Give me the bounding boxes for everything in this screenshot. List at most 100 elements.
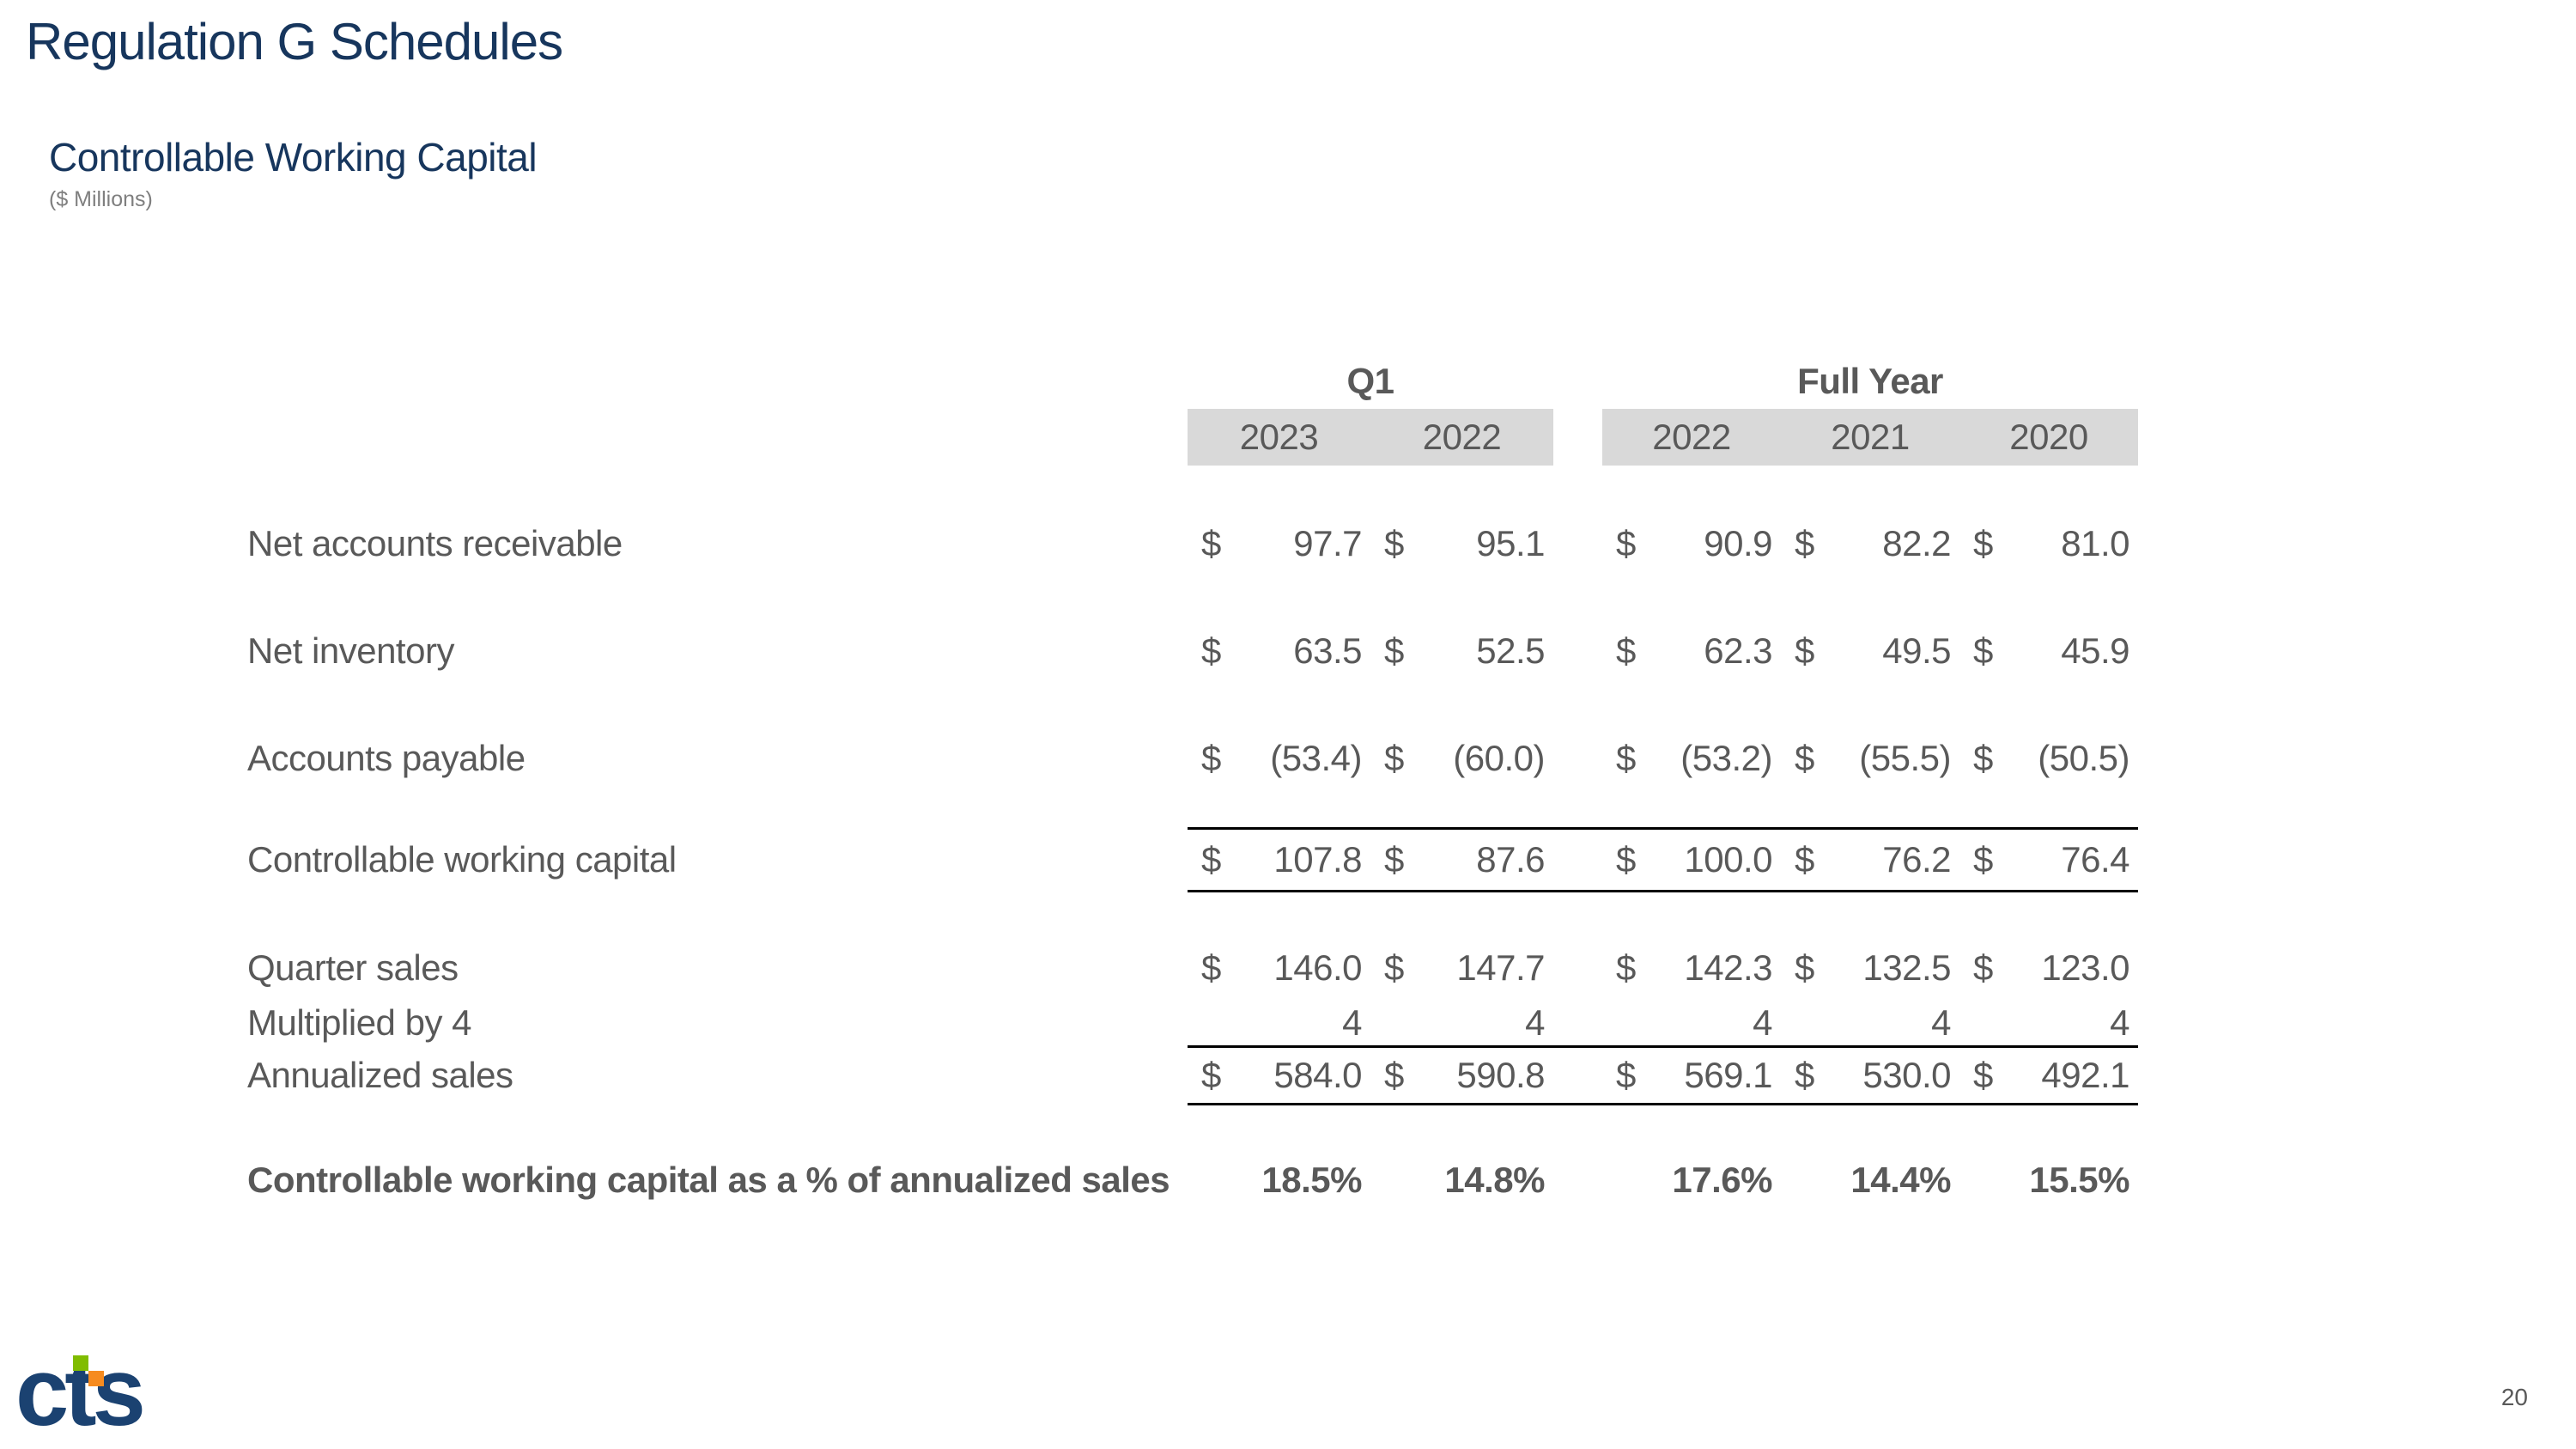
row-label: Quarter sales xyxy=(247,947,459,988)
dollar-sign: $ xyxy=(1795,630,1814,671)
cell-value: 147.7 xyxy=(1456,947,1545,988)
cell-value: 45.9 xyxy=(2061,630,2129,671)
dollar-sign: $ xyxy=(1973,947,1993,988)
cell-value: 584.0 xyxy=(1273,1055,1362,1095)
dollar-sign: $ xyxy=(1795,522,1814,563)
cell-value: 142.3 xyxy=(1684,947,1772,988)
year-band-q1: 2023 2022 xyxy=(1188,409,1553,466)
cell-value: 52.5 xyxy=(1476,630,1545,671)
row-label: Net accounts receivable xyxy=(247,522,623,563)
row-label: Accounts payable xyxy=(247,737,526,778)
table-row: Net accounts receivable $ 97.7 $ 95.1 $ … xyxy=(247,490,2138,597)
group-gap xyxy=(1553,409,1602,466)
cell-value: 18.5% xyxy=(1261,1160,1362,1200)
dollar-sign: $ xyxy=(1973,1055,1993,1095)
cell-value: 4 xyxy=(1525,1002,1545,1043)
cell-value: (53.2) xyxy=(1680,737,1772,778)
dollar-sign: $ xyxy=(1973,630,1993,671)
cell-value: 492.1 xyxy=(2041,1055,2129,1095)
dollar-sign: $ xyxy=(1201,839,1221,880)
cell-value: 76.4 xyxy=(2061,839,2129,880)
cell-value: (55.5) xyxy=(1859,737,1951,778)
cell-value: (60.0) xyxy=(1453,737,1545,778)
cell-value: 62.3 xyxy=(1704,630,1772,671)
dollar-sign: $ xyxy=(1973,522,1993,563)
cell-value: 100.0 xyxy=(1684,839,1772,880)
cell-value: 15.5% xyxy=(2029,1160,2129,1200)
cell-value: 81.0 xyxy=(2061,522,2129,563)
unit-note: ($ Millions) xyxy=(49,187,153,211)
dollar-sign: $ xyxy=(1616,1055,1636,1095)
cell-value: 82.2 xyxy=(1882,522,1951,563)
table-group-header-row: Q1 Full Year xyxy=(247,354,2138,409)
table-row: Quarter sales $ 146.0 $ 147.7 $ 142.3 $ … xyxy=(247,938,2138,998)
logo-green-square-icon xyxy=(73,1355,88,1371)
dollar-sign: $ xyxy=(1973,737,1993,778)
table-row-subtotal: Annualized sales $ 584.0 $ 590.8 $ 569.1… xyxy=(247,1045,2138,1105)
cell-value: 95.1 xyxy=(1476,522,1545,563)
year-q1-2022: 2022 xyxy=(1422,417,1502,457)
cell-value: 146.0 xyxy=(1273,947,1362,988)
cell-value: 530.0 xyxy=(1862,1055,1951,1095)
dollar-sign: $ xyxy=(1384,1055,1404,1095)
cell-value: 4 xyxy=(2110,1002,2129,1043)
cell-value: 97.7 xyxy=(1293,522,1362,563)
year-fy-2021: 2021 xyxy=(1831,417,1910,457)
dollar-sign: $ xyxy=(1616,630,1636,671)
cell-value: 49.5 xyxy=(1882,630,1951,671)
row-label: Controllable working capital as a % of a… xyxy=(247,1160,1170,1200)
cell-value: 63.5 xyxy=(1293,630,1362,671)
dollar-sign: $ xyxy=(1201,522,1221,563)
dollar-sign: $ xyxy=(1795,737,1814,778)
year-fy-2020: 2020 xyxy=(2009,417,2088,457)
table-row-percentage: Controllable working capital as a % of a… xyxy=(247,1150,2138,1210)
group-header-q1: Q1 xyxy=(1346,361,1394,401)
cell-value: 4 xyxy=(1931,1002,1951,1043)
dollar-sign: $ xyxy=(1795,1055,1814,1095)
cell-value: 569.1 xyxy=(1684,1055,1772,1095)
dollar-sign: $ xyxy=(1795,947,1814,988)
row-label: Controllable working capital xyxy=(247,839,677,880)
dollar-sign: $ xyxy=(1201,737,1221,778)
year-q1-2023: 2023 xyxy=(1239,417,1319,457)
cell-value: (53.4) xyxy=(1270,737,1362,778)
row-label: Multiplied by 4 xyxy=(247,1002,471,1043)
year-fy-2022: 2022 xyxy=(1652,417,1731,457)
table-row: Net inventory $ 63.5 $ 52.5 $ 62.3 $ 49.… xyxy=(247,597,2138,704)
cell-value: 107.8 xyxy=(1273,839,1362,880)
dollar-sign: $ xyxy=(1616,839,1636,880)
dollar-sign: $ xyxy=(1384,630,1404,671)
table-row: Multiplied by 4 4 4 4 4 4 xyxy=(247,998,2138,1048)
controllable-working-capital-table: Q1 Full Year 2023 2022 2022 2021 2020 xyxy=(247,354,2138,1210)
group-gap xyxy=(1553,354,1602,409)
dollar-sign: $ xyxy=(1616,522,1636,563)
cell-value: 14.8% xyxy=(1444,1160,1545,1200)
cell-value: 87.6 xyxy=(1476,839,1545,880)
logo-orange-square-icon xyxy=(88,1371,104,1386)
dollar-sign: $ xyxy=(1201,1055,1221,1095)
cell-value: 14.4% xyxy=(1850,1160,1951,1200)
dollar-sign: $ xyxy=(1201,630,1221,671)
dollar-sign: $ xyxy=(1201,947,1221,988)
dollar-sign: $ xyxy=(1616,737,1636,778)
cell-value: 76.2 xyxy=(1882,839,1951,880)
dollar-sign: $ xyxy=(1384,522,1404,563)
table-year-header-row: 2023 2022 2022 2021 2020 xyxy=(247,409,2138,466)
group-header-full-year: Full Year xyxy=(1797,361,1943,401)
year-band-full-year: 2022 2021 2020 xyxy=(1602,409,2138,466)
page-number: 20 xyxy=(2500,1384,2528,1410)
dollar-sign: $ xyxy=(1384,947,1404,988)
dollar-sign: $ xyxy=(1384,737,1404,778)
row-label: Annualized sales xyxy=(247,1055,513,1095)
cell-value: 17.6% xyxy=(1672,1160,1772,1200)
cell-value: (50.5) xyxy=(2038,737,2129,778)
cell-value: 4 xyxy=(1753,1002,1772,1043)
section-title: Controllable Working Capital xyxy=(49,135,538,180)
cell-value: 132.5 xyxy=(1862,947,1951,988)
dollar-sign: $ xyxy=(1384,839,1404,880)
page-title: Regulation G Schedules xyxy=(26,13,563,70)
dollar-sign: $ xyxy=(1973,839,1993,880)
cell-value: 4 xyxy=(1342,1002,1362,1043)
table-row-subtotal: Controllable working capital $ 107.8 $ 8… xyxy=(247,827,2138,892)
